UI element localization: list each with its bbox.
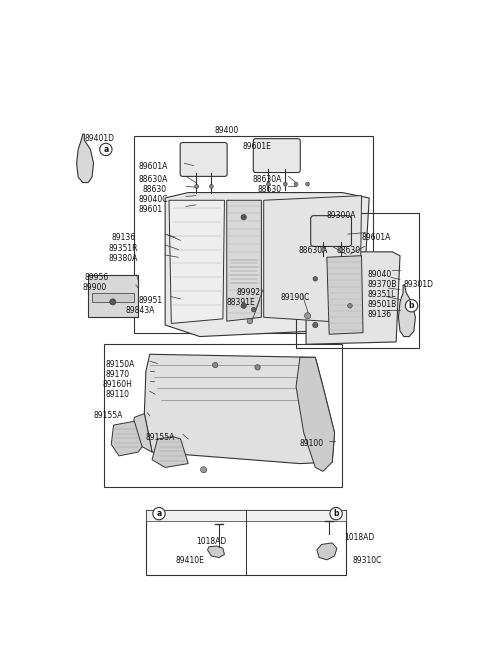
Circle shape — [201, 466, 207, 473]
Circle shape — [348, 303, 352, 308]
Text: 89300A: 89300A — [327, 211, 356, 220]
Text: 89155A: 89155A — [146, 433, 175, 442]
Circle shape — [195, 185, 199, 189]
Polygon shape — [317, 543, 337, 560]
Text: a: a — [156, 509, 162, 518]
Text: 89150A: 89150A — [105, 360, 134, 369]
Circle shape — [255, 365, 260, 370]
Bar — [104, 345, 342, 487]
Text: 1018AD: 1018AD — [345, 533, 375, 542]
Text: 89190C: 89190C — [281, 293, 310, 302]
Text: 89136: 89136 — [368, 310, 392, 318]
Text: 89136: 89136 — [111, 233, 135, 242]
Text: 89401D: 89401D — [84, 134, 114, 143]
Circle shape — [209, 185, 213, 189]
Text: 89501B: 89501B — [368, 299, 397, 309]
Text: 88630: 88630 — [258, 185, 282, 194]
Polygon shape — [152, 437, 188, 468]
Text: 89992: 89992 — [237, 288, 261, 297]
Text: 89351R: 89351R — [109, 244, 138, 253]
Circle shape — [304, 312, 311, 319]
Circle shape — [406, 299, 418, 312]
Text: b: b — [333, 509, 339, 518]
Text: 89601A: 89601A — [361, 233, 391, 242]
Text: 89310C: 89310C — [352, 556, 382, 565]
Polygon shape — [264, 196, 361, 324]
Text: 89951: 89951 — [138, 296, 162, 305]
Text: 88391E: 88391E — [227, 298, 255, 307]
Polygon shape — [306, 252, 400, 345]
Circle shape — [100, 143, 112, 156]
Text: b: b — [409, 301, 414, 310]
Polygon shape — [398, 285, 415, 337]
Text: a: a — [103, 145, 108, 154]
Circle shape — [339, 248, 343, 252]
Circle shape — [252, 307, 256, 312]
Circle shape — [321, 248, 325, 252]
Text: 89110: 89110 — [105, 390, 129, 399]
Polygon shape — [111, 421, 142, 456]
Text: 89380A: 89380A — [109, 254, 138, 263]
Polygon shape — [131, 413, 152, 452]
Text: 89601E: 89601E — [242, 141, 271, 151]
FancyBboxPatch shape — [253, 139, 300, 172]
Text: 89155A: 89155A — [94, 411, 123, 421]
Circle shape — [266, 182, 270, 186]
Text: 89400: 89400 — [215, 126, 239, 136]
Polygon shape — [227, 200, 262, 321]
FancyBboxPatch shape — [180, 143, 227, 176]
Text: 89301D: 89301D — [404, 280, 434, 290]
Text: 88630A: 88630A — [138, 175, 168, 184]
Circle shape — [241, 214, 246, 220]
Polygon shape — [207, 546, 225, 557]
Polygon shape — [144, 354, 335, 464]
Text: 89351L: 89351L — [368, 290, 396, 299]
Circle shape — [313, 276, 318, 281]
Bar — [230, 255, 258, 286]
Circle shape — [153, 508, 165, 520]
Bar — [296, 214, 419, 348]
Circle shape — [213, 362, 218, 367]
Text: 1018AD: 1018AD — [196, 536, 226, 546]
Circle shape — [283, 182, 287, 186]
Circle shape — [241, 303, 246, 309]
Text: 89843A: 89843A — [125, 306, 155, 315]
Text: 89900: 89900 — [83, 283, 107, 291]
Text: 89100: 89100 — [300, 439, 324, 448]
Bar — [146, 510, 246, 521]
Text: 88630A: 88630A — [252, 175, 282, 184]
Bar — [88, 275, 138, 317]
Text: 89160H: 89160H — [103, 380, 132, 388]
Polygon shape — [77, 134, 94, 183]
Circle shape — [306, 182, 310, 186]
Text: 88630: 88630 — [337, 246, 361, 255]
Text: 89040: 89040 — [368, 270, 392, 278]
Bar — [146, 510, 346, 575]
Bar — [134, 136, 373, 333]
Circle shape — [110, 299, 116, 305]
Text: 89170: 89170 — [105, 369, 129, 379]
FancyBboxPatch shape — [311, 215, 351, 246]
Text: 89601: 89601 — [138, 205, 162, 214]
Text: 89956: 89956 — [84, 272, 108, 282]
Text: 88630A: 88630A — [299, 246, 328, 255]
Circle shape — [294, 182, 298, 186]
Text: 89410E: 89410E — [175, 556, 204, 565]
Text: 89370B: 89370B — [368, 280, 397, 289]
Circle shape — [247, 318, 252, 324]
Circle shape — [312, 322, 318, 328]
Text: 88630: 88630 — [142, 185, 166, 194]
Bar — [246, 510, 346, 521]
Polygon shape — [165, 193, 369, 337]
Text: 89601A: 89601A — [138, 162, 168, 171]
Bar — [92, 293, 134, 302]
Text: 89040C: 89040C — [138, 195, 168, 204]
Polygon shape — [169, 200, 225, 324]
Polygon shape — [327, 255, 363, 334]
Circle shape — [330, 508, 342, 520]
Polygon shape — [296, 358, 335, 472]
